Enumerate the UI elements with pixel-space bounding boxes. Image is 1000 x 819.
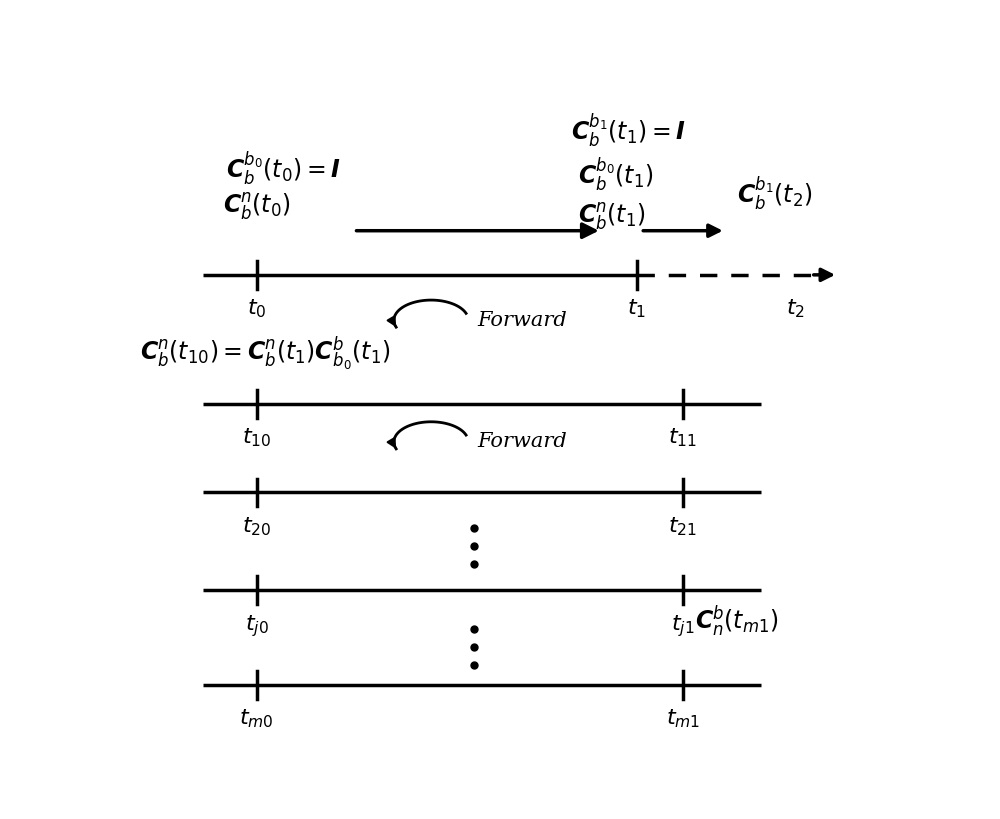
- Text: $\boldsymbol{C}_b^{b_1}(t_1)=\boldsymbol{I}$: $\boldsymbol{C}_b^{b_1}(t_1)=\boldsymbol…: [571, 111, 685, 149]
- Text: $\boldsymbol{C}_b^n(t_1)$: $\boldsymbol{C}_b^n(t_1)$: [578, 201, 646, 233]
- Text: $t_{{j1}}$: $t_{{j1}}$: [671, 613, 695, 639]
- Text: $t_{{m1}}$: $t_{{m1}}$: [666, 708, 700, 730]
- Text: $t_{0}$: $t_{0}$: [247, 297, 266, 320]
- Text: $\boldsymbol{C}_b^{b_1}(t_2)$: $\boldsymbol{C}_b^{b_1}(t_2)$: [737, 174, 813, 212]
- Text: $\boldsymbol{C}_b^n(t_{10})=\boldsymbol{C}_b^n(t_1)\boldsymbol{C}_{b_0}^b(t_1)$: $\boldsymbol{C}_b^n(t_{10})=\boldsymbol{…: [140, 334, 391, 373]
- Text: $t_{{j0}}$: $t_{{j0}}$: [245, 613, 269, 639]
- Text: Forward: Forward: [478, 432, 567, 451]
- Text: $\boldsymbol{C}_b^{b_0}(t_0)=\boldsymbol{I}$: $\boldsymbol{C}_b^{b_0}(t_0)=\boldsymbol…: [226, 149, 341, 187]
- Text: $\boldsymbol{C}_b^n(t_0)$: $\boldsymbol{C}_b^n(t_0)$: [223, 192, 291, 222]
- Text: $\boldsymbol{C}_b^{b_0}(t_1)$: $\boldsymbol{C}_b^{b_0}(t_1)$: [578, 155, 654, 193]
- Text: $t_{{11}}$: $t_{{11}}$: [668, 427, 698, 450]
- Text: $t_{{10}}$: $t_{{10}}$: [242, 427, 271, 450]
- Text: $t_{1}$: $t_{1}$: [627, 297, 646, 320]
- Text: $t_{2}$: $t_{2}$: [786, 297, 805, 320]
- Text: $t_{{20}}$: $t_{{20}}$: [242, 515, 271, 538]
- Text: $t_{{21}}$: $t_{{21}}$: [668, 515, 698, 538]
- Text: $\boldsymbol{C}_n^b(t_{m1})$: $\boldsymbol{C}_n^b(t_{m1})$: [695, 604, 778, 640]
- Text: Forward: Forward: [478, 310, 567, 330]
- Text: $t_{{m0}}$: $t_{{m0}}$: [239, 708, 274, 730]
